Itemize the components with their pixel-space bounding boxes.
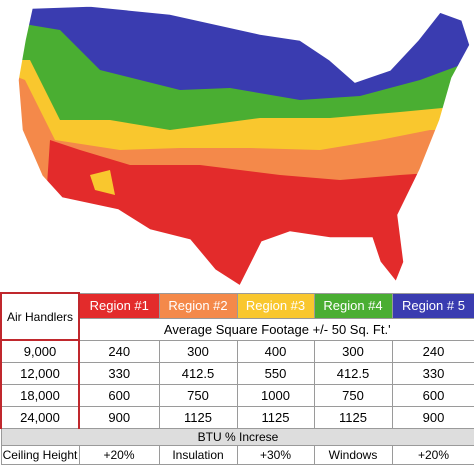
footer-cell: Ceiling Height	[0, 445, 80, 465]
cell: 750	[313, 384, 393, 407]
footer-cell: +20%	[391, 445, 474, 465]
footer-cell: +30%	[236, 445, 315, 465]
us-region-map	[17, 5, 471, 288]
footer-cell: Insulation	[158, 445, 238, 465]
map-regions	[18, 6, 470, 286]
cell: 900	[78, 406, 160, 429]
cell: 330	[78, 362, 160, 385]
row-label: 9,000	[0, 339, 80, 363]
us-outline	[17, 5, 471, 288]
cell: 330	[391, 362, 474, 385]
data-row: 24,000 900 1125 1125 1125 900	[0, 406, 474, 429]
row-label: 18,000	[0, 384, 80, 407]
footer-cell: Windows	[313, 445, 393, 465]
cell: 240	[391, 339, 474, 363]
cell: 240	[78, 339, 160, 363]
data-row: 12,000 330 412.5 550 412.5 330	[0, 362, 474, 385]
region-header: Region #3	[236, 292, 315, 319]
footer-cell: +20%	[78, 445, 160, 465]
section-row: BTU % Increse	[0, 428, 474, 446]
cell: 400	[236, 339, 315, 363]
cell: 412.5	[313, 362, 393, 385]
row-label: 24,000	[0, 406, 80, 429]
cell: 412.5	[158, 362, 238, 385]
cell: 1125	[236, 406, 315, 429]
region-header: Region #2	[158, 292, 238, 319]
cell: 900	[391, 406, 474, 429]
btu-table: Air Handlers Region #1 Region #2 Region …	[0, 292, 474, 465]
cell: 600	[391, 384, 474, 407]
cell: 1125	[158, 406, 238, 429]
subheader: Average Square Footage +/- 50 Sq. Ft.'	[78, 317, 474, 341]
header-row: Air Handlers Region #1 Region #2 Region …	[0, 292, 474, 341]
row-label: 12,000	[0, 362, 80, 385]
cell: 300	[158, 339, 238, 363]
cell: 600	[78, 384, 160, 407]
cell: 550	[236, 362, 315, 385]
region-header: Region #1	[78, 292, 160, 319]
region-header: Region #4	[313, 292, 393, 319]
data-row: 18,000 600 750 1000 750 600	[0, 384, 474, 407]
cell: 1000	[236, 384, 315, 407]
data-row: 9,000 240 300 400 300 240	[0, 339, 474, 363]
cell: 300	[313, 339, 393, 363]
corner-cell: Air Handlers	[0, 292, 80, 341]
cell: 1125	[313, 406, 393, 429]
region-header: Region # 5	[391, 292, 474, 319]
cell: 750	[158, 384, 238, 407]
